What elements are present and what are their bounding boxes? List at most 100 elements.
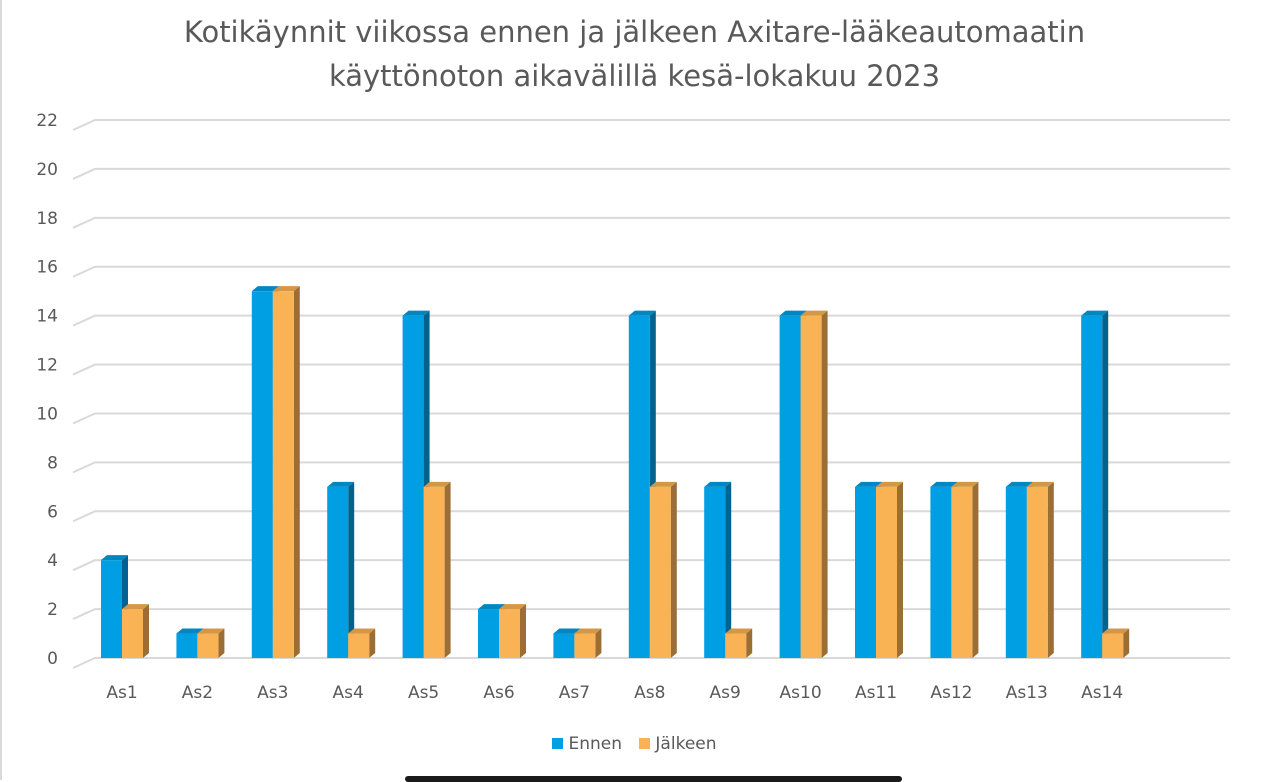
bar-top	[725, 628, 753, 634]
bar-side	[1047, 481, 1054, 658]
bar-front	[348, 633, 370, 658]
bar-side	[293, 286, 300, 658]
bar-top	[1026, 481, 1054, 487]
x-tick-label-As1: As1	[106, 683, 137, 703]
bar-As13-jalkeen	[1026, 481, 1054, 658]
bottom-scrollbar[interactable]	[405, 776, 902, 782]
gridline-10	[72, 412, 1230, 425]
y-tick-label-12: 12	[36, 356, 58, 376]
bar-front	[1026, 486, 1048, 658]
window-edge	[0, 0, 2, 780]
bar-top	[930, 481, 958, 487]
bar-As9-ennen	[704, 481, 732, 658]
bar-As7-jalkeen	[574, 628, 602, 658]
bar-side	[821, 310, 828, 658]
bar-top	[704, 481, 732, 487]
chart-title-line-1: Kotikäynnit viikossa ennen ja jälkeen Ax…	[183, 15, 1086, 49]
gridline-20	[72, 167, 1230, 180]
bar-side	[725, 481, 732, 658]
x-tick-label-As6: As6	[483, 683, 514, 703]
bar-front	[553, 633, 575, 658]
y-tick-label-18: 18	[36, 209, 58, 229]
gridline-2	[72, 608, 1230, 621]
x-tick-label-As5: As5	[408, 683, 439, 703]
bar-front	[649, 486, 671, 658]
gridline-6	[72, 510, 1230, 523]
bar-As3-jalkeen	[272, 286, 300, 658]
gridline-14	[72, 314, 1230, 327]
bar-As4-ennen	[327, 481, 355, 658]
bar-top	[649, 481, 677, 487]
bar-top	[348, 628, 376, 634]
bar-front	[704, 486, 726, 658]
bar-front	[176, 633, 198, 658]
bar-front	[800, 315, 822, 658]
gridline-12	[72, 363, 1230, 376]
bar-front	[930, 486, 952, 658]
bar-top	[176, 628, 204, 634]
bar-side	[595, 628, 602, 658]
bar-side	[369, 628, 376, 658]
bar-side	[218, 628, 225, 658]
bar-As4-jalkeen	[348, 628, 376, 658]
bar-side	[143, 604, 149, 658]
legend-label-jalkeen: Jälkeen	[655, 734, 717, 754]
bar-side	[348, 481, 355, 658]
bar-side	[1123, 628, 1130, 658]
x-tick-label-As3: As3	[257, 683, 288, 703]
legend-item-ennen: Ennen	[552, 734, 622, 754]
bar-top	[402, 310, 430, 316]
y-tick-label-0: 0	[47, 649, 58, 669]
gridline-16	[72, 265, 1230, 278]
y-tick-label-16: 16	[36, 258, 58, 278]
bar-top	[272, 286, 300, 292]
bar-top	[779, 310, 807, 316]
bar-front	[272, 291, 294, 658]
bar-As9-jalkeen	[725, 628, 753, 658]
bar-As12-jalkeen	[951, 481, 979, 658]
bar-top	[327, 481, 355, 487]
bar-As14-jalkeen	[1102, 628, 1130, 658]
bar-front	[876, 486, 897, 658]
bar-front	[1081, 315, 1103, 658]
bar-front	[779, 315, 801, 658]
bar-top	[122, 604, 149, 610]
y-tick-label-20: 20	[36, 160, 58, 180]
bar-top	[855, 481, 882, 487]
y-tick-label-14: 14	[36, 307, 58, 327]
bar-top	[1102, 628, 1130, 634]
bar-top	[197, 628, 225, 634]
bar-front	[855, 486, 876, 658]
x-tick-label-As12: As12	[930, 683, 972, 703]
x-tick-label-As7: As7	[559, 683, 590, 703]
bar-front	[628, 315, 650, 658]
bar-front	[574, 633, 596, 658]
bar-top	[499, 604, 526, 610]
bar-As8-jalkeen	[649, 481, 677, 658]
chart-title: Kotikäynnit viikossa ennen ja jälkeen Ax…	[0, 10, 1269, 98]
bar-top	[553, 628, 581, 634]
bar-As2-jalkeen	[197, 628, 225, 658]
bar-As6-jalkeen	[499, 604, 526, 658]
gridline-22	[72, 119, 1230, 131]
bar-top	[101, 555, 128, 561]
x-tick-label-As8: As8	[634, 683, 665, 703]
x-tick-label-As14: As14	[1081, 683, 1123, 703]
bar-front	[423, 486, 445, 658]
bar-top	[876, 481, 903, 487]
bar-As1-jalkeen	[122, 604, 149, 658]
bar-front	[101, 560, 122, 658]
bar-top	[478, 604, 505, 610]
chart-legend: Ennen Jälkeen	[0, 734, 1269, 754]
x-tick-label-As2: As2	[182, 683, 213, 703]
gridline-0	[72, 657, 1230, 669]
bar-top	[628, 310, 656, 316]
bar-front	[1005, 486, 1027, 658]
bar-front	[122, 609, 143, 658]
bar-top	[423, 481, 451, 487]
bar-As11-jalkeen	[876, 481, 903, 658]
bar-side	[1102, 310, 1109, 658]
y-tick-label-6: 6	[47, 502, 58, 522]
bar-top	[1005, 481, 1033, 487]
